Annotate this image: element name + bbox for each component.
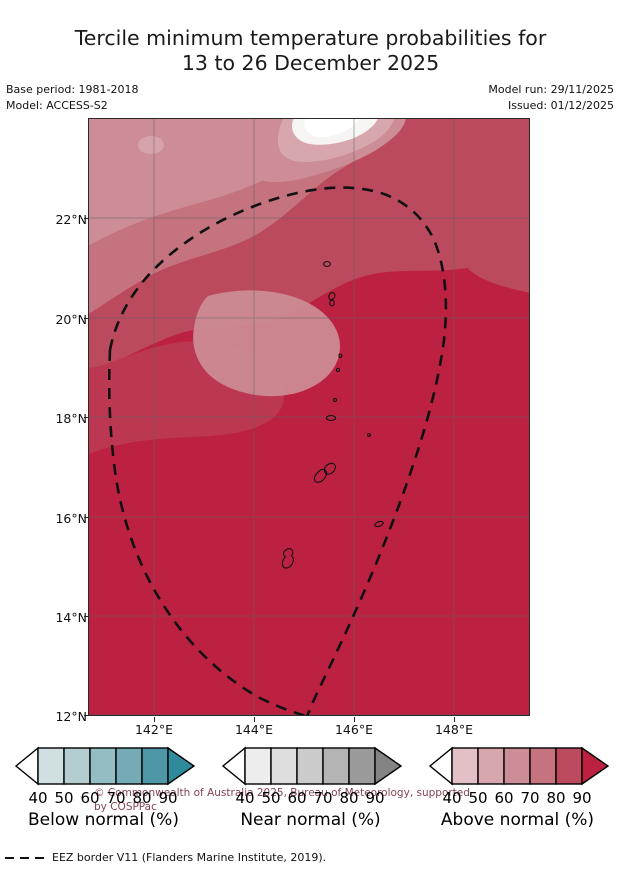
probability-map[interactable]: © Commonwealth of Australia 2025, Bureau… bbox=[88, 118, 530, 813]
eez-dash-icon-3 bbox=[35, 856, 44, 859]
credit-line-1: © Commonwealth of Australia 2025, Bureau… bbox=[94, 787, 470, 799]
metadata-right: Model run: 29/11/2025 Issued: 01/12/2025 bbox=[488, 82, 614, 114]
contour-field bbox=[88, 118, 530, 716]
footer-legend: EEZ border V11 (Flanders Marine Institut… bbox=[5, 851, 326, 864]
title-line-1: Tercile minimum temperature probabilitie… bbox=[74, 26, 547, 50]
credit-line-2: by COSPPac bbox=[94, 801, 157, 813]
map-credit: © Commonwealth of Australia 2025, Bureau… bbox=[94, 786, 514, 814]
model-text: Model: ACCESS-S2 bbox=[6, 99, 108, 112]
cb2-tick-3: 70 bbox=[520, 789, 540, 807]
colorbar-above-ticks: 40 50 60 70 80 90 bbox=[414, 789, 621, 808]
y-tick-0: 22°N bbox=[55, 212, 87, 227]
cb2-tick-0: 40 bbox=[442, 789, 462, 807]
cb1-tick-0: 40 bbox=[235, 789, 255, 807]
title-line-2: 13 to 26 December 2025 bbox=[181, 51, 440, 75]
cb1-tick-4: 80 bbox=[339, 789, 359, 807]
cb0-tick-2: 60 bbox=[80, 789, 100, 807]
cb2-tick-1: 50 bbox=[468, 789, 488, 807]
y-tick-1: 20°N bbox=[55, 312, 87, 327]
cb1-tick-3: 70 bbox=[313, 789, 333, 807]
metadata-left: Base period: 1981-2018 Model: ACCESS-S2 bbox=[6, 82, 138, 114]
eez-dash-icon-1 bbox=[5, 856, 14, 859]
cb1-tick-1: 50 bbox=[261, 789, 281, 807]
colorbar-below-label: Below normal (%) bbox=[28, 810, 179, 830]
y-tick-4: 14°N bbox=[55, 610, 87, 625]
page-title: Tercile minimum temperature probabilitie… bbox=[0, 26, 621, 76]
cb2-tick-2: 60 bbox=[494, 789, 514, 807]
eez-dash-icon-2 bbox=[20, 856, 29, 859]
issued-text: Issued: 01/12/2025 bbox=[507, 99, 614, 112]
cb0-tick-4: 80 bbox=[132, 789, 152, 807]
cb0-tick-3: 70 bbox=[106, 789, 126, 807]
colorbar-group: 40 50 60 70 80 90 Below normal (%) bbox=[0, 744, 621, 840]
cb0-tick-5: 90 bbox=[158, 789, 178, 807]
colorbar-near-ticks: 40 50 60 70 80 90 bbox=[207, 789, 414, 808]
x-tick-1: 144°E bbox=[234, 722, 273, 737]
x-tick-0: 142°E bbox=[134, 722, 173, 737]
cb0-tick-1: 50 bbox=[54, 789, 74, 807]
base-period-text: Base period: 1981-2018 bbox=[6, 83, 139, 96]
colorbar-above-label: Above normal (%) bbox=[440, 810, 595, 830]
colorbar-below-normal[interactable]: 40 50 60 70 80 90 Below normal (%) bbox=[0, 744, 207, 840]
cb2-tick-5: 90 bbox=[572, 789, 592, 807]
colorbar-near-normal[interactable]: 40 50 60 70 80 90 Near normal (%) bbox=[207, 744, 414, 840]
x-tick-2: 146°E bbox=[334, 722, 373, 737]
y-tick-3: 16°N bbox=[55, 511, 87, 526]
cb1-tick-2: 60 bbox=[287, 789, 307, 807]
eez-border-line-west bbox=[107, 349, 308, 716]
cb2-tick-4: 80 bbox=[546, 789, 566, 807]
y-tick-5: 12°N bbox=[55, 709, 87, 724]
y-tick-2: 18°N bbox=[55, 411, 87, 426]
colorbar-near-label: Near normal (%) bbox=[240, 810, 381, 830]
cb1-tick-5: 90 bbox=[365, 789, 385, 807]
map-canvas bbox=[88, 118, 530, 716]
coastline-mariana-islands bbox=[281, 261, 384, 569]
x-tick-3: 148°E bbox=[434, 722, 473, 737]
cb0-tick-0: 40 bbox=[28, 789, 48, 807]
footer-text: EEZ border V11 (Flanders Marine Institut… bbox=[52, 851, 327, 864]
colorbar-below-ticks: 40 50 60 70 80 90 bbox=[0, 789, 207, 808]
model-run-text: Model run: 29/11/2025 bbox=[488, 83, 614, 96]
colorbar-above-normal[interactable]: 40 50 60 70 80 90 Above normal (%) bbox=[414, 744, 621, 840]
